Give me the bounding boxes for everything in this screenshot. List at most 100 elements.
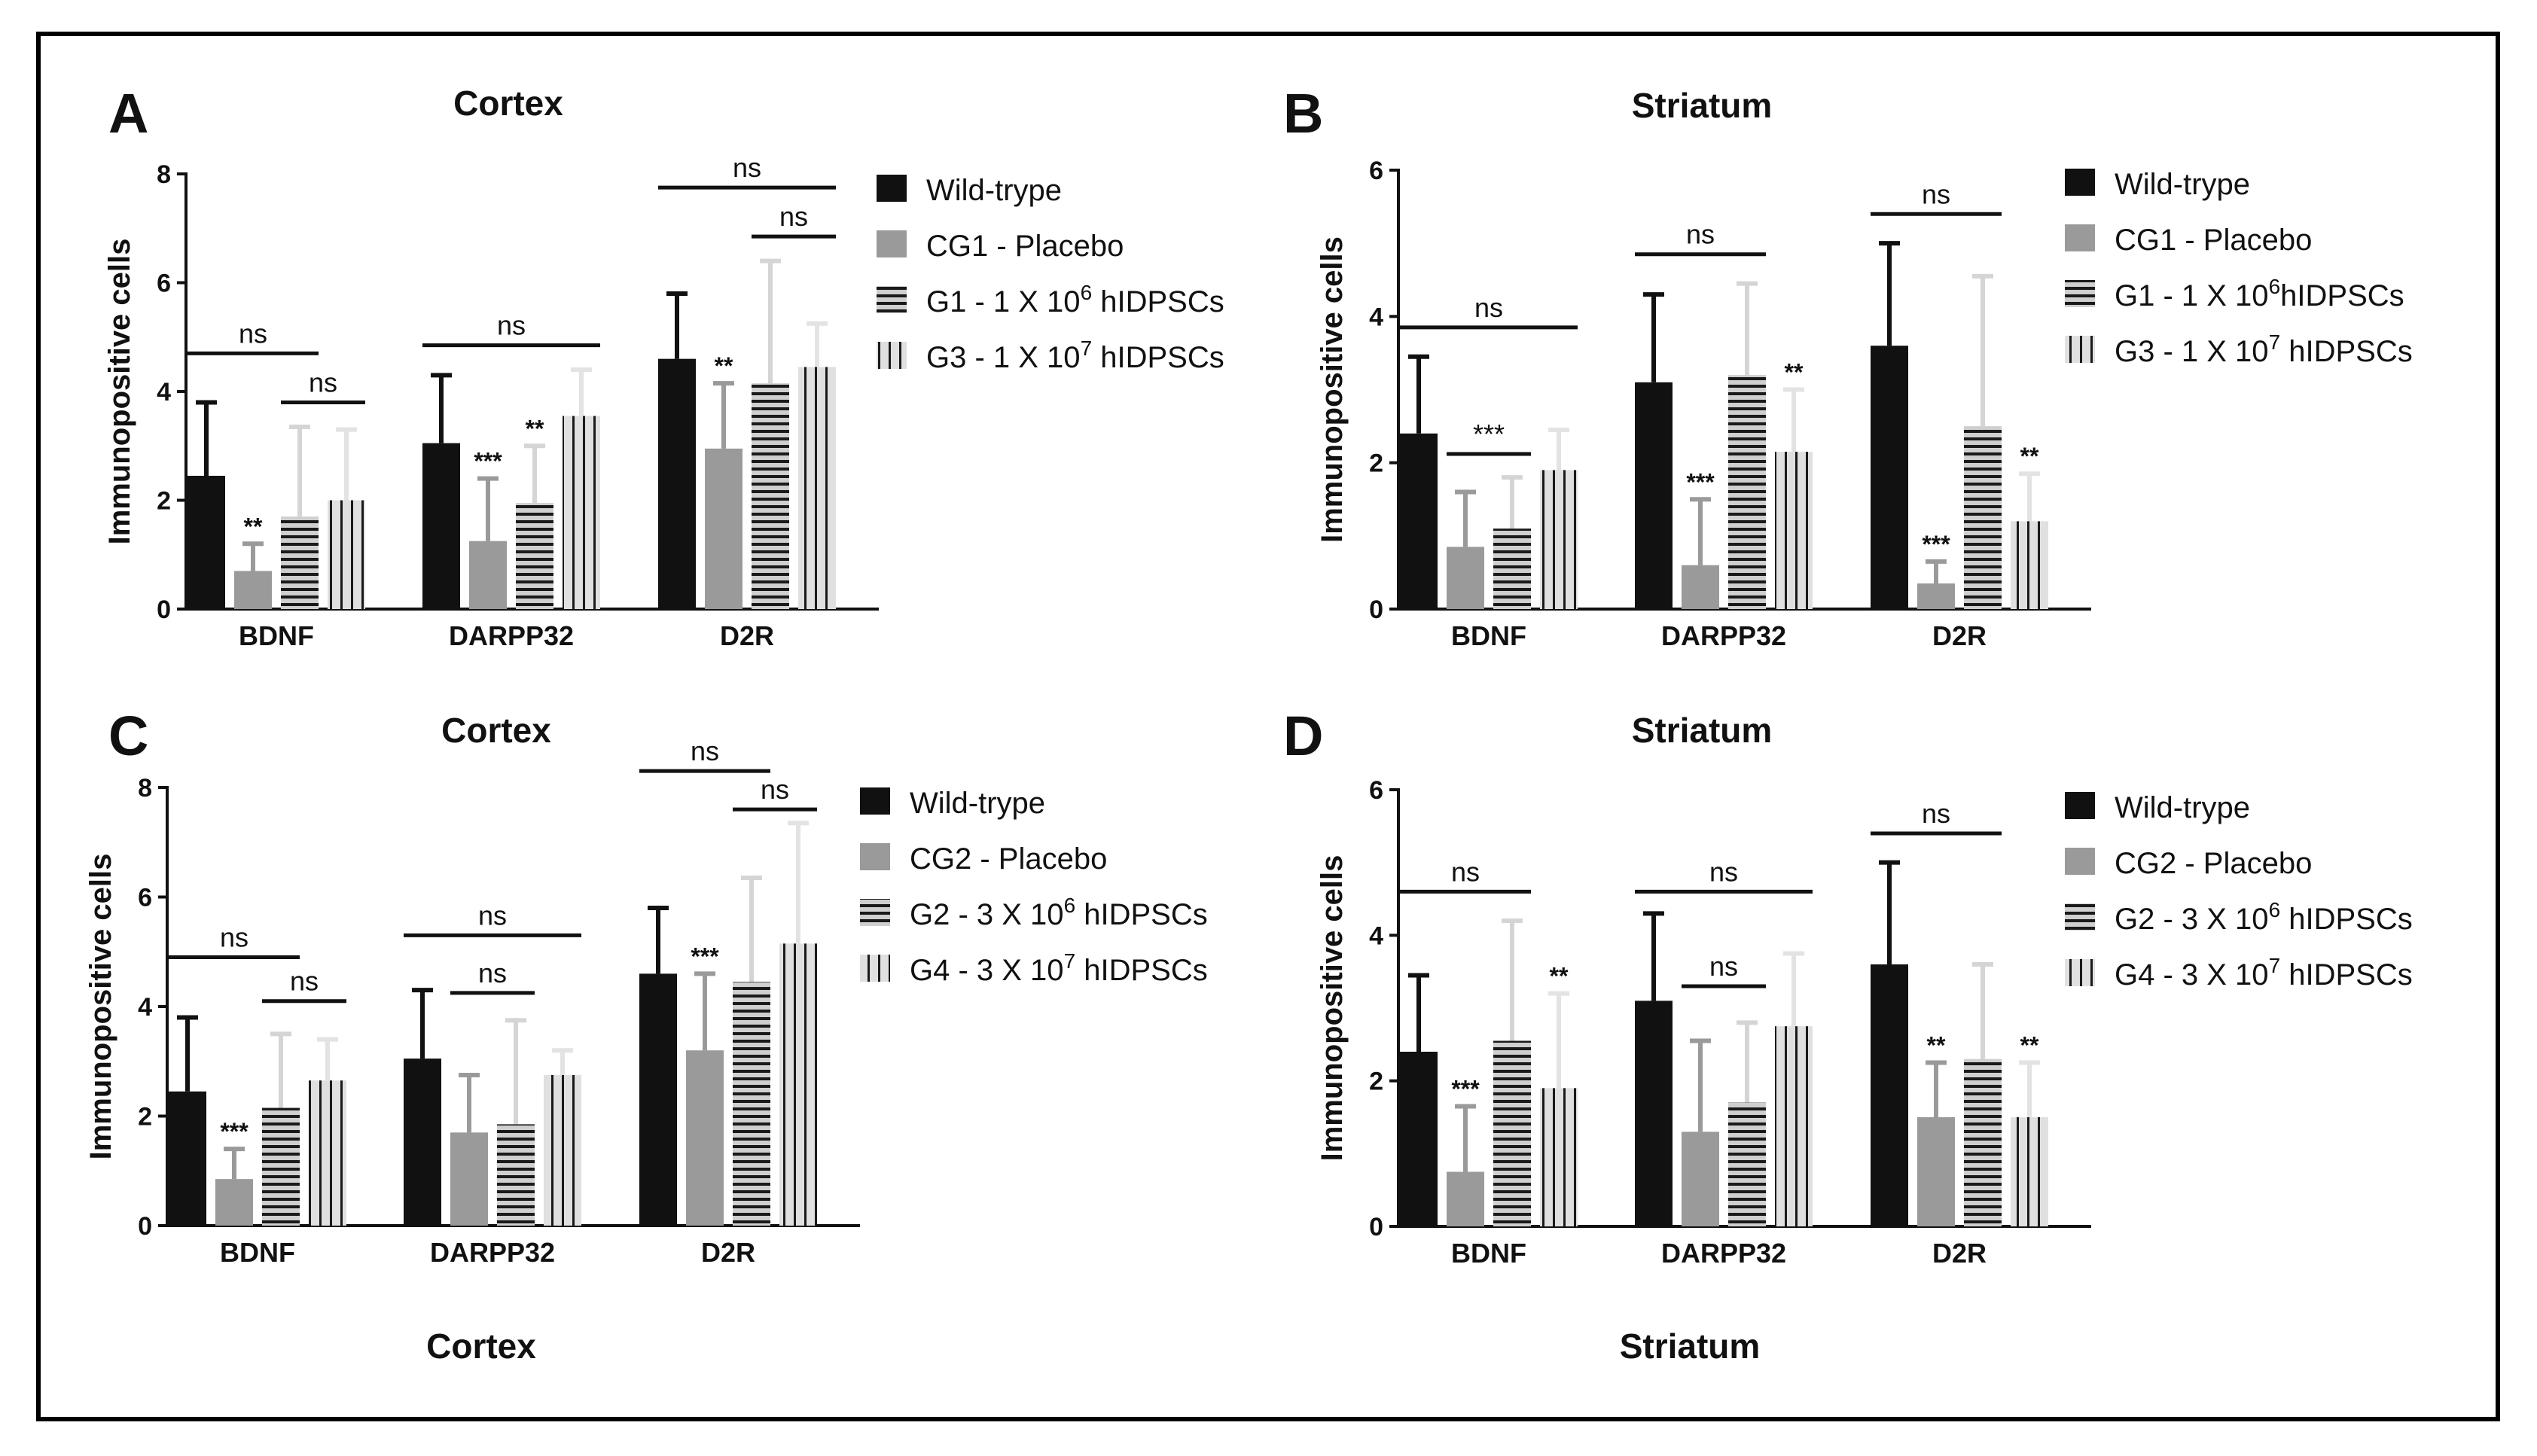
x-tick-label: D2R — [701, 1237, 755, 1268]
bar-bdnf-series-2 — [215, 1179, 253, 1226]
comparison-label: ns — [1709, 856, 1738, 887]
significance-stars: ** — [715, 352, 733, 379]
bar-darpp32-series-3 — [516, 503, 553, 609]
y-tick-label: 6 — [1369, 157, 1383, 185]
legend-swatch — [877, 175, 907, 202]
comparison-label: ns — [1474, 292, 1503, 323]
legend-swatch — [860, 843, 890, 870]
panel-title: Striatum — [1632, 86, 1773, 125]
legend-swatch — [2065, 848, 2095, 875]
legend-label: CG1 - Placebo — [926, 230, 1124, 263]
bar-bdnf-series-4 — [1540, 470, 1578, 609]
bar-bdnf-series-1 — [169, 1091, 206, 1226]
comparison-label: ns — [1451, 856, 1480, 887]
bar-bdnf-series-1 — [1400, 433, 1438, 609]
legend-label: G3 - 1 X 107 hIDPSCs — [2115, 330, 2413, 368]
y-tick-label: 0 — [138, 1212, 152, 1241]
significance-stars: ** — [244, 513, 263, 540]
figure-frame: A Cortex 0 2 4 6 8 Immunopositive cells BDNF DARP… — [36, 32, 2500, 1421]
comparison-label: ns — [497, 310, 526, 341]
bar-darpp32-series-1 — [1635, 382, 1673, 609]
bar-d2r-series-3 — [1964, 1058, 2002, 1226]
significance-stars: ** — [526, 415, 544, 442]
bar-bdnf-series-4 — [1540, 1088, 1578, 1226]
bar-d2r-series-3 — [1964, 426, 2002, 609]
legend-label: Wild-trype — [2115, 168, 2250, 201]
x-tick-label: BDNF — [239, 620, 314, 651]
comparison-label: ns — [239, 318, 267, 349]
panel-d: D Striatum 0 2 4 6 Immunopositive cells BDNF DAR… — [1283, 705, 2413, 1269]
significance-stars: *** — [1922, 531, 1950, 558]
legend-label: Wild-trype — [910, 787, 1045, 820]
bar-bdnf-series-3 — [1493, 1040, 1531, 1226]
legend-swatch — [877, 286, 907, 313]
bar-bdnf-series-4 — [309, 1080, 346, 1226]
bar-d2r-series-4 — [798, 367, 836, 609]
y-tick-label: 0 — [1369, 1213, 1383, 1241]
comparison-label: ns — [1709, 951, 1738, 982]
comparison-label: ns — [1922, 798, 1950, 829]
comparison-label: *** — [1473, 419, 1505, 449]
bar-darpp32-series-3 — [1728, 375, 1766, 609]
comparison-label: ns — [309, 367, 337, 398]
y-axis-label: Immunopositive cells — [1316, 236, 1349, 543]
bar-d2r-series-1 — [1871, 964, 1908, 1226]
bar-darpp32-series-3 — [1728, 1102, 1766, 1226]
y-tick-label: 2 — [138, 1103, 152, 1132]
significance-stars: ** — [1927, 1032, 1946, 1059]
y-tick-label: 0 — [157, 595, 171, 624]
bar-d2r-series-4 — [779, 943, 817, 1226]
y-axis-label: Immunopositive cells — [1316, 855, 1349, 1162]
bar-darpp32-series-2 — [1682, 1132, 1719, 1226]
legend-swatch — [2065, 959, 2095, 986]
bar-d2r-series-2 — [1917, 583, 1955, 609]
comparison-label: ns — [733, 152, 761, 183]
bar-darpp32-series-4 — [544, 1074, 581, 1226]
legend-swatch — [2065, 792, 2095, 819]
y-tick-label: 4 — [1369, 921, 1383, 950]
bar-bdnf-series-3 — [262, 1107, 300, 1226]
bar-darpp32-series-1 — [404, 1058, 441, 1226]
panel-letter: B — [1283, 82, 1323, 145]
x-tick-label: BDNF — [1451, 620, 1526, 651]
comparison-label: ns — [779, 201, 808, 232]
footer-striatum-label: Striatum — [1620, 1327, 1761, 1366]
significance-stars: *** — [474, 448, 502, 475]
bar-darpp32-series-4 — [1775, 452, 1813, 609]
bar-d2r-series-3 — [733, 982, 770, 1226]
significance-stars: ** — [2020, 443, 2039, 470]
x-tick-label: DARPP32 — [1661, 620, 1786, 651]
bar-d2r-series-3 — [752, 383, 789, 609]
comparison-label: ns — [761, 774, 789, 805]
legend-label: CG1 - Placebo — [2115, 224, 2312, 257]
bar-darpp32-series-3 — [497, 1124, 535, 1226]
bar-d2r-series-4 — [2011, 1117, 2048, 1226]
x-tick-label: D2R — [720, 620, 774, 651]
legend-label: G1 - 1 X 106 hIDPSCs — [926, 281, 1224, 318]
bar-bdnf-series-2 — [1447, 547, 1484, 609]
y-tick-label: 4 — [157, 378, 171, 407]
legend-label: G3 - 1 X 107 hIDPSCs — [926, 337, 1224, 374]
y-tick-label: 2 — [1369, 449, 1383, 478]
y-tick-label: 6 — [1369, 776, 1383, 805]
panel-b: B Striatum 0 2 4 6 Immunopositive cells BDNF DAR… — [1283, 82, 2413, 651]
x-tick-label: DARPP32 — [430, 1237, 555, 1268]
y-tick-label: 8 — [138, 774, 152, 803]
legend-swatch — [2065, 169, 2095, 196]
bar-darpp32-series-1 — [422, 443, 460, 609]
legend-label: G4 - 3 X 107 hIDPSCs — [2115, 954, 2413, 991]
significance-stars: ** — [1785, 359, 1804, 386]
significance-stars: *** — [691, 943, 719, 970]
x-tick-label: BDNF — [1451, 1238, 1526, 1269]
bar-d2r-series-2 — [1917, 1117, 1955, 1226]
legend-swatch — [2065, 224, 2095, 251]
y-tick-label: 6 — [138, 884, 152, 912]
comparison-label: ns — [1922, 178, 1950, 209]
panel-letter: C — [108, 705, 148, 767]
figure-chart-canvas: A Cortex 0 2 4 6 8 Immunopositive cells BDNF DARP… — [84, 82, 2413, 1366]
legend-label: G2 - 3 X 106 hIDPSCs — [2115, 898, 2413, 936]
bar-bdnf-series-2 — [234, 571, 272, 609]
legend-swatch — [860, 899, 890, 926]
legend-label: Wild-trype — [2115, 791, 2250, 824]
significance-stars: *** — [1686, 468, 1715, 495]
